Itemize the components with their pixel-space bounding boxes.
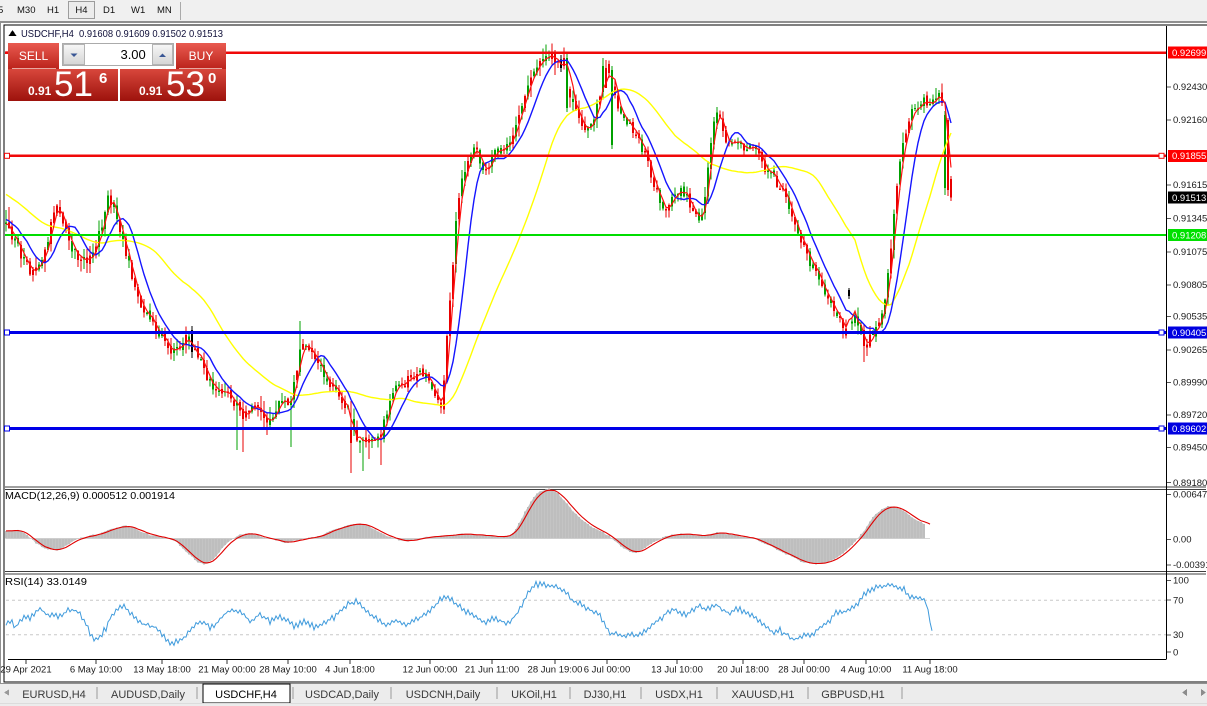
svg-text:28 May 10:00: 28 May 10:00	[259, 665, 317, 676]
svg-text:0.92699: 0.92699	[1172, 48, 1206, 59]
svg-text:EURUSD,H4: EURUSD,H4	[22, 689, 86, 701]
svg-text:4 Jun 18:00: 4 Jun 18:00	[325, 665, 375, 676]
svg-text:GBPUSD,H1: GBPUSD,H1	[821, 689, 885, 701]
svg-text:0.90405: 0.90405	[1172, 328, 1206, 339]
svg-text:21 May 00:00: 21 May 00:00	[198, 665, 256, 676]
svg-text:13 May 18:00: 13 May 18:00	[133, 665, 191, 676]
svg-text:30: 30	[1173, 630, 1184, 641]
svg-text:0: 0	[1173, 647, 1178, 658]
svg-text:USDCHF,H4 0.91608 0.91609 0.9: USDCHF,H4 0.91608 0.91609 0.91502 0.9151…	[21, 28, 223, 40]
svg-text:0.91345: 0.91345	[1173, 214, 1207, 225]
svg-text:-0.00391: -0.00391	[1173, 560, 1207, 571]
svg-text:UKOil,H1: UKOil,H1	[511, 689, 557, 701]
svg-text:0.89450: 0.89450	[1173, 443, 1207, 454]
svg-text:0.90805: 0.90805	[1173, 280, 1207, 291]
svg-text:11 Aug 18:00: 11 Aug 18:00	[902, 665, 957, 676]
svg-text:0.91615: 0.91615	[1173, 180, 1207, 191]
svg-text:0.91855: 0.91855	[1172, 151, 1206, 162]
svg-text:100: 100	[1173, 576, 1189, 587]
svg-text:13 Jul 10:00: 13 Jul 10:00	[651, 665, 703, 676]
svg-text:0.00: 0.00	[1173, 535, 1192, 546]
svg-text:28 Jul 00:00: 28 Jul 00:00	[778, 665, 830, 676]
svg-text:0.92160: 0.92160	[1173, 115, 1207, 126]
svg-text:0.89990: 0.89990	[1173, 378, 1207, 389]
svg-text:0.89720: 0.89720	[1173, 410, 1207, 421]
svg-text:0.91075: 0.91075	[1173, 247, 1207, 258]
svg-text:USDCAD,Daily: USDCAD,Daily	[305, 689, 379, 701]
svg-text:AUDUSD,Daily: AUDUSD,Daily	[111, 689, 185, 701]
svg-text:0.92430: 0.92430	[1173, 82, 1207, 93]
svg-text:0.90265: 0.90265	[1173, 345, 1207, 356]
svg-text:0.89180: 0.89180	[1173, 478, 1207, 489]
svg-text:MACD(12,26,9) 0.000512 0.00191: MACD(12,26,9) 0.000512 0.001914	[5, 490, 175, 502]
svg-text:USDCNH,Daily: USDCNH,Daily	[406, 689, 481, 701]
svg-text:XAUUSD,H1: XAUUSD,H1	[732, 689, 795, 701]
svg-text:6 Jul 00:00: 6 Jul 00:00	[584, 665, 630, 676]
svg-text:12 Jun 00:00: 12 Jun 00:00	[403, 665, 458, 676]
svg-text:USDCHF,H4: USDCHF,H4	[215, 689, 277, 701]
svg-text:70: 70	[1173, 595, 1184, 606]
svg-text:0.91513: 0.91513	[1172, 193, 1206, 204]
svg-text:0.00647: 0.00647	[1173, 490, 1207, 501]
svg-text:DJ30,H1: DJ30,H1	[584, 689, 627, 701]
svg-text:20 Jul 18:00: 20 Jul 18:00	[717, 665, 769, 676]
svg-text:28 Jun 19:00: 28 Jun 19:00	[528, 665, 583, 676]
svg-text:USDX,H1: USDX,H1	[655, 689, 703, 701]
svg-text:4 Aug 10:00: 4 Aug 10:00	[841, 665, 892, 676]
svg-text:29 Apr 2021: 29 Apr 2021	[0, 665, 51, 676]
svg-text:21 Jun 11:00: 21 Jun 11:00	[465, 665, 519, 676]
svg-text:6 May 10:00: 6 May 10:00	[70, 665, 122, 676]
svg-text:0.90535: 0.90535	[1173, 312, 1207, 323]
svg-text:0.89602: 0.89602	[1172, 424, 1206, 435]
svg-text:0.91208: 0.91208	[1172, 230, 1206, 241]
svg-text:RSI(14) 33.0149: RSI(14) 33.0149	[5, 576, 87, 588]
